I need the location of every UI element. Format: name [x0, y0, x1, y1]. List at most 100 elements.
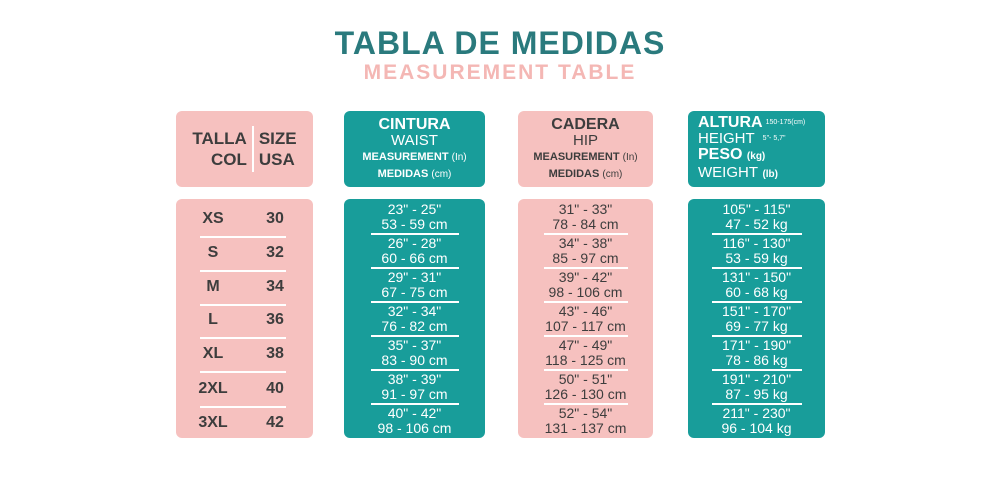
- waist-label: WAIST: [391, 132, 438, 149]
- row-divider: [544, 335, 628, 337]
- row-divider: [712, 267, 802, 269]
- hip-header: CADERA HIP MEASUREMENT (In) MEDIDAS (cm): [518, 111, 653, 187]
- row-divider: [371, 403, 459, 405]
- row-divider: [712, 369, 802, 371]
- measure-value-primary: 34" - 38": [558, 235, 613, 251]
- measure-value-secondary: 53 - 59 kg: [725, 250, 788, 266]
- measure-value-primary: 29" - 31": [387, 269, 442, 285]
- measure-value-primary: 151" - 170": [721, 303, 792, 319]
- size-col-value: L: [208, 311, 218, 328]
- measure-value-secondary: 76 - 82 cm: [381, 318, 448, 334]
- measure-value-primary: 131" - 150": [721, 269, 792, 285]
- size-label: SIZE: [258, 129, 297, 148]
- size-usa-value: 38: [266, 345, 284, 362]
- altura-range: 150-175(cm): [765, 119, 806, 126]
- row-divider: [712, 335, 802, 337]
- size-usa-value: 40: [266, 380, 284, 397]
- measure-value-secondary: 53 - 59 cm: [381, 216, 448, 232]
- row-divider: [712, 301, 802, 303]
- measurement-label: MEASUREMENT: [362, 151, 449, 163]
- waist-column: 23" - 25" 53 - 59 cm 26" - 28" 60 - 66 cm 29…: [344, 199, 485, 438]
- row-divider: [200, 304, 286, 306]
- measure-value-primary: 31" - 33": [558, 201, 613, 217]
- measure-value-secondary: 96 - 104 kg: [721, 420, 792, 436]
- size-col-value: XS: [202, 210, 224, 227]
- height-label: HEIGHT: [698, 130, 755, 148]
- cintura-label: CINTURA: [378, 116, 451, 133]
- measure-value-primary: 116" - 130": [722, 235, 791, 251]
- header-divider: [251, 126, 254, 172]
- row-divider: [544, 267, 628, 269]
- size-header: TALLA COL SIZE USA: [176, 111, 313, 187]
- size-col-value: XL: [202, 345, 224, 362]
- measure-value-secondary: 78 - 86 kg: [725, 352, 788, 368]
- in-unit: (In): [451, 152, 467, 163]
- measure-value-secondary: 47 - 52 kg: [725, 216, 788, 232]
- size-usa-value: 42: [266, 414, 284, 431]
- size-col-value: 2XL: [198, 380, 228, 397]
- measure-value-secondary: 69 - 77 kg: [725, 318, 788, 334]
- page-subtitle: MEASUREMENT TABLE: [363, 61, 637, 84]
- measure-value-primary: 43" - 46": [558, 303, 613, 319]
- row-divider: [200, 270, 286, 272]
- size-row: M 34: [176, 277, 313, 297]
- row-divider: [544, 403, 628, 405]
- measure-value-primary: 47" - 49": [558, 337, 613, 353]
- size-row: L 36: [176, 310, 313, 330]
- measure-value-secondary: 91 - 97 cm: [381, 386, 448, 402]
- measure-value-secondary: 83 - 90 cm: [381, 352, 448, 368]
- size-column: XS 30 S 32 M 34 L 36 XL 38 2XL 40 3XL 42: [176, 199, 313, 438]
- in-unit: (In): [622, 152, 638, 163]
- row-divider: [200, 371, 286, 373]
- measure-value-primary: 35" - 37": [387, 337, 442, 353]
- size-row: 3XL 42: [176, 413, 313, 433]
- row-divider: [544, 233, 628, 235]
- row-divider: [712, 403, 802, 405]
- altura-label: ALTURA: [698, 114, 763, 132]
- measure-value-primary: 32" - 34": [387, 303, 442, 319]
- measure-value-primary: 171" - 190": [721, 337, 792, 353]
- measure-value-primary: 52" - 54": [558, 405, 613, 421]
- measure-value-secondary: 87 - 95 kg: [725, 386, 788, 402]
- height-range: 5"- 5,7": [762, 135, 786, 143]
- peso-label: PESO: [698, 146, 743, 164]
- cadera-label: CADERA: [551, 116, 620, 133]
- row-divider: [371, 335, 459, 337]
- hip-label: HIP: [572, 132, 598, 149]
- row-divider: [371, 267, 459, 269]
- medidas-label: MEDIDAS: [377, 168, 429, 180]
- cm-unit: (cm): [602, 169, 623, 180]
- height-weight-header: ALTURA 150-175(cm) HEIGHT 5"- 5,7" PESO (k…: [688, 111, 825, 187]
- cm-unit: (cm): [431, 169, 452, 180]
- size-col-value: S: [207, 244, 219, 261]
- size-usa-value: 34: [266, 278, 284, 295]
- measure-value-secondary: 67 - 75 cm: [381, 284, 448, 300]
- row-divider: [200, 337, 286, 339]
- page-title: TABLA DE MEDIDAS: [334, 25, 666, 61]
- lb-unit: (lb): [762, 169, 778, 181]
- size-row: XS 30: [176, 209, 313, 229]
- row-divider: [200, 406, 286, 408]
- hip-column: 31" - 33" 78 - 84 cm 34" - 38" 85 - 97 cm 39…: [518, 199, 653, 438]
- size-row: XL 38: [176, 344, 313, 364]
- size-col-value: 3XL: [198, 414, 228, 431]
- measure-value-primary: 50" - 51": [558, 371, 613, 387]
- waist-header: CINTURA WAIST MEASUREMENT (In) MEDIDAS (…: [344, 111, 485, 187]
- row-divider: [371, 233, 459, 235]
- usa-label: USA: [258, 150, 295, 169]
- measure-value-secondary: 131 - 137 cm: [544, 420, 627, 436]
- weight-label: WEIGHT: [698, 164, 758, 182]
- measure-value-secondary: 107 - 117 cm: [545, 318, 626, 334]
- height-weight-column: 105" - 115" 47 - 52 kg 116" - 130" 53 - 59 …: [688, 199, 825, 438]
- measure-value-primary: 40" - 42": [387, 405, 442, 421]
- measure-value-secondary: 126 - 130 cm: [544, 386, 627, 402]
- size-usa-value: 30: [266, 210, 284, 227]
- measure-value-primary: 39" - 42": [558, 269, 613, 285]
- measure-value-primary: 211" - 230": [722, 405, 791, 421]
- measure-value-secondary: 78 - 84 cm: [552, 216, 619, 232]
- measure-value-secondary: 60 - 68 kg: [725, 284, 788, 300]
- size-row: 2XL 40: [176, 379, 313, 399]
- measure-value-secondary: 60 - 66 cm: [381, 250, 448, 266]
- size-row: S 32: [176, 243, 313, 263]
- measure-value-secondary: 98 - 106 cm: [548, 284, 623, 300]
